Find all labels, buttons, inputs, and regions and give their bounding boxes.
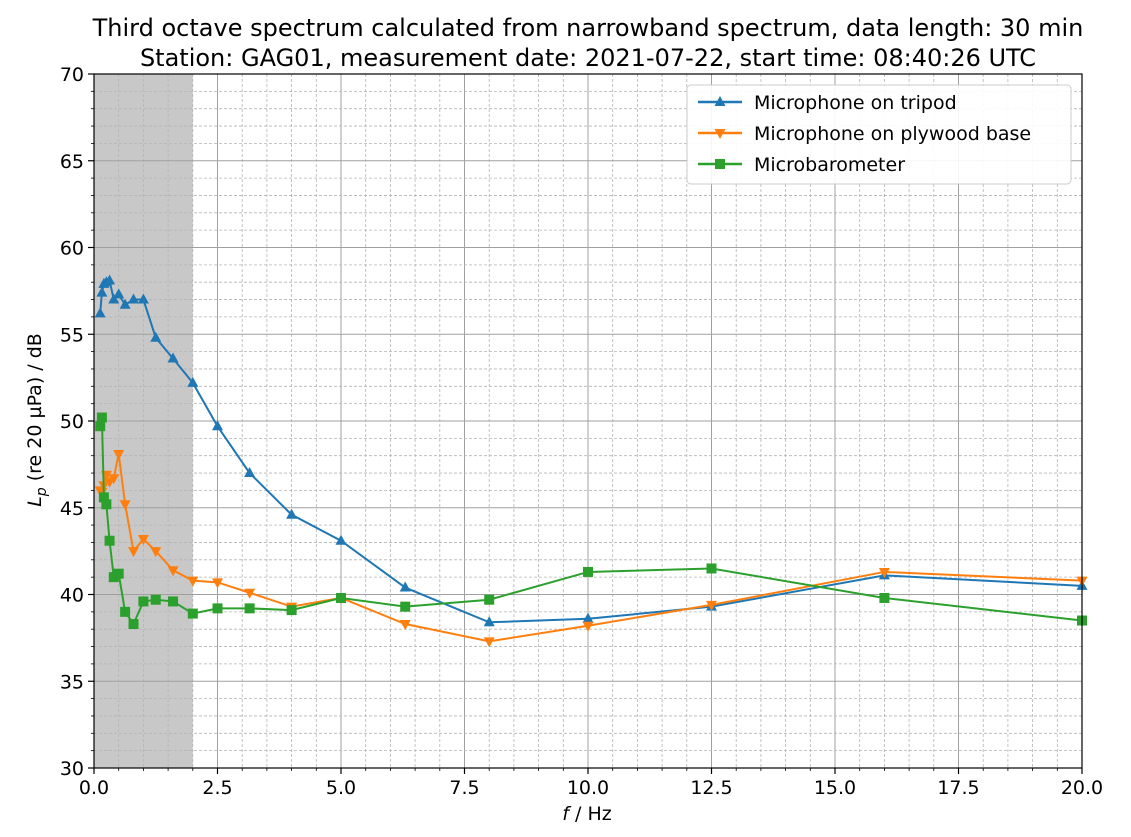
data-point	[120, 606, 131, 617]
x-tick-label: 20.0	[1061, 777, 1103, 799]
data-point	[212, 420, 223, 431]
data-point	[582, 612, 594, 623]
series-2	[95, 412, 1087, 629]
x-tick-label: 7.5	[449, 777, 479, 799]
data-point	[137, 293, 149, 304]
data-point	[150, 547, 162, 558]
legend-item: Microphone on tripod	[698, 92, 957, 114]
legend-marker	[714, 129, 726, 139]
data-point	[101, 499, 112, 510]
axis-ticks: 0.0 2.5 5.0 7.5 10.0 12.5 15.0 17.5 20.0 30 35 40 45…	[60, 64, 1103, 799]
data-point	[583, 566, 593, 577]
data-point	[484, 594, 495, 605]
data-point	[483, 616, 495, 627]
data-point	[138, 596, 149, 607]
data-point	[94, 307, 106, 318]
data-point	[400, 601, 411, 612]
legend-marker	[714, 96, 726, 106]
chart-title-line-1: Third octave spectrum calculated from na…	[92, 14, 1084, 42]
data-point	[335, 534, 347, 545]
y-tick-label: 70	[60, 64, 84, 86]
legend-label: Microphone on plywood base	[754, 123, 1031, 145]
y-tick-label: 30	[60, 758, 84, 780]
legend: Microphone on tripod Microphone on plywoo…	[686, 84, 1072, 185]
data-point	[168, 596, 179, 607]
x-tick-label: 0.0	[79, 777, 109, 799]
y-tick-label: 50	[60, 411, 84, 433]
data-point	[187, 376, 199, 387]
data-point	[108, 293, 120, 304]
data-point	[244, 603, 255, 614]
x-tick-label: 5.0	[326, 777, 356, 799]
y-tick-label: 40	[60, 585, 84, 607]
data-point	[286, 508, 298, 519]
x-tick-label: 17.5	[937, 777, 979, 799]
data-point	[212, 578, 223, 589]
data-point	[128, 293, 140, 304]
legend-marker	[715, 159, 725, 169]
data-point	[706, 600, 717, 611]
y-tick-label: 45	[60, 498, 84, 520]
y-tick-label: 65	[60, 151, 84, 173]
data-point	[336, 592, 346, 603]
data-point	[879, 592, 890, 603]
x-tick-label: 12.5	[690, 777, 732, 799]
data-point	[878, 567, 890, 578]
data-point	[96, 412, 107, 423]
legend-label: Microbarometer	[754, 154, 905, 176]
series-0	[94, 274, 1088, 627]
legend-box	[686, 84, 1072, 185]
y-tick-label: 60	[60, 238, 84, 260]
data-point	[137, 534, 149, 545]
data-point	[104, 535, 115, 546]
data-point	[399, 581, 411, 592]
y-tick-label: 55	[60, 324, 84, 346]
legend-label: Microphone on tripod	[754, 92, 957, 114]
series-1	[94, 449, 1088, 648]
data-point	[244, 588, 256, 599]
data-point	[96, 286, 108, 297]
data-point	[150, 331, 162, 342]
data-point	[95, 421, 106, 432]
x-tick-label: 10.0	[567, 777, 609, 799]
x-tick-label: 15.0	[814, 777, 856, 799]
data-point	[128, 618, 139, 629]
data-point	[150, 594, 161, 605]
data-point	[113, 568, 124, 579]
data-point	[128, 547, 140, 558]
data-point	[113, 449, 125, 460]
data-point	[119, 298, 131, 309]
legend-item: Microbarometer	[698, 154, 905, 176]
legend-item: Microphone on plywood base	[698, 123, 1031, 145]
y-axis-label: Lp (re 20 µPa) / dB	[24, 333, 50, 507]
data-point	[167, 352, 179, 363]
data-point	[187, 608, 198, 619]
data-point	[399, 619, 411, 630]
y-tick-label: 35	[60, 671, 84, 693]
x-axis-label: f / Hz	[562, 803, 611, 825]
data-point	[119, 500, 131, 511]
data-point	[167, 566, 179, 577]
data-point	[244, 467, 256, 478]
data-point	[582, 621, 594, 632]
data-point	[108, 474, 120, 485]
data-point	[187, 576, 199, 587]
data-point	[113, 288, 125, 299]
data-point	[706, 563, 717, 574]
data-point	[286, 605, 297, 616]
x-tick-label: 2.5	[202, 777, 232, 799]
data-point	[483, 637, 495, 648]
chart-title-line-2: Station: GAG01, measurement date: 2021-0…	[140, 44, 1036, 72]
data-point	[212, 603, 223, 614]
data-point	[104, 274, 116, 285]
